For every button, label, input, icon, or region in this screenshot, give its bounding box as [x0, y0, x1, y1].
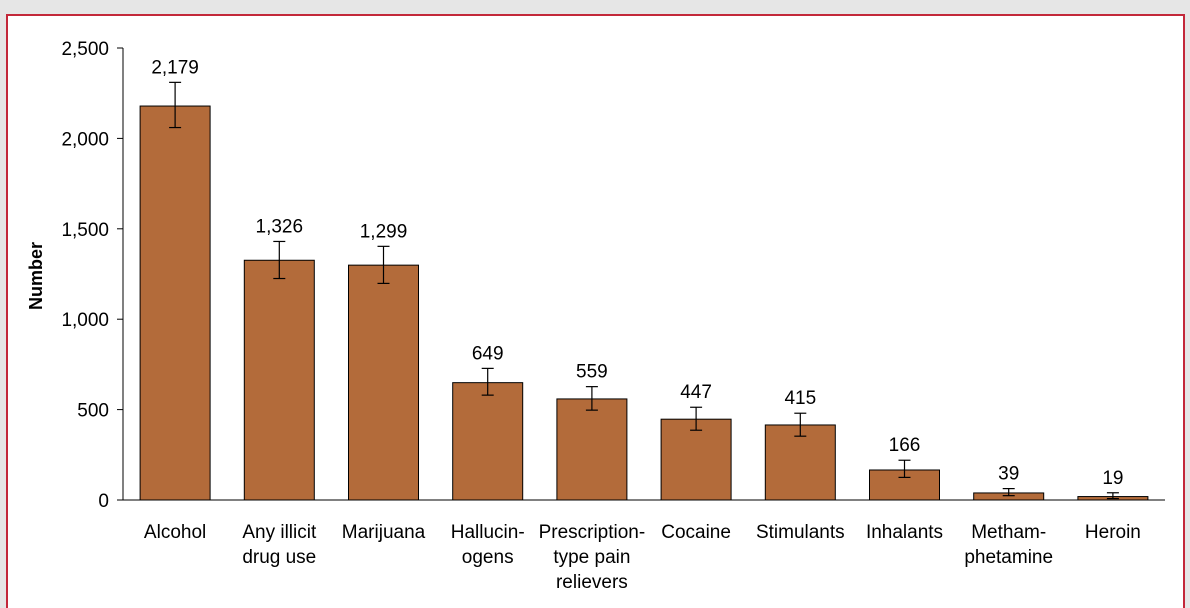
- y-axis-title: Number: [26, 242, 46, 310]
- data-label: 1,326: [256, 216, 304, 237]
- x-tick-label: Cocaine: [661, 522, 731, 543]
- y-tick-label: 0: [98, 491, 109, 512]
- data-label: 649: [472, 343, 504, 364]
- data-label: 2,179: [151, 57, 199, 78]
- y-tick-label: 2,000: [61, 129, 109, 150]
- x-tick-label: Stimulants: [756, 522, 845, 543]
- x-tick-label: Marijuana: [342, 522, 426, 543]
- x-tick-label: Hallucin-: [451, 522, 525, 543]
- y-tick-label: 1,000: [61, 310, 109, 331]
- x-tick-label: ogens: [462, 547, 514, 568]
- x-tick-label: relievers: [556, 572, 628, 593]
- bar: [348, 264, 419, 501]
- y-tick-label: 2,500: [61, 39, 109, 60]
- y-tick-label: 1,500: [61, 220, 109, 241]
- x-tick-label: type pain: [553, 547, 630, 568]
- data-label: 447: [680, 382, 712, 403]
- y-tick-label: 500: [77, 401, 109, 422]
- x-tick-label: Any illicit: [242, 522, 317, 543]
- bar: [556, 398, 628, 501]
- bar: [139, 105, 211, 501]
- x-tick-label: phetamine: [964, 547, 1053, 568]
- data-label: 19: [1102, 468, 1123, 489]
- bar: [452, 382, 524, 501]
- data-label: 39: [998, 464, 1019, 485]
- bars: [139, 81, 1149, 501]
- x-tick-label: Inhalants: [866, 522, 943, 543]
- data-label: 166: [889, 435, 921, 456]
- x-tick-label: Prescription-: [539, 522, 646, 543]
- labels: 2,179 Alcohol 1,326 Any illicit drug use 1,29…: [144, 57, 1141, 593]
- data-label: 415: [784, 388, 816, 409]
- data-label: 559: [576, 362, 608, 383]
- x-tick-label: Metham-: [971, 522, 1046, 543]
- x-tick-label: Alcohol: [144, 522, 206, 543]
- bar: [243, 259, 315, 501]
- x-tick-label: drug use: [242, 547, 316, 568]
- bar: [660, 418, 732, 501]
- data-label: 1,299: [360, 221, 408, 242]
- bar: [764, 424, 836, 501]
- x-tick-label: Heroin: [1085, 522, 1141, 543]
